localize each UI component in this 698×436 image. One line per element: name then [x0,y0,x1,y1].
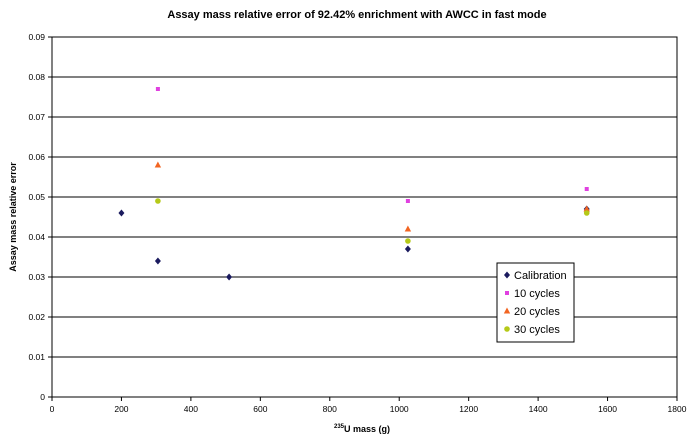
x-axis-label-superscript: 235 [334,424,345,430]
y-tick-label: 0.02 [28,312,45,322]
x-tick-label: 600 [253,404,267,414]
y-tick-label: 0.07 [28,112,45,122]
y-axis-label: Assay mass relative error [8,162,18,272]
legend: Calibration 10 cycles 20 cycles 30 cycles [496,262,575,343]
legend-box [496,262,575,343]
legend-marker [503,307,511,314]
data-point [405,199,410,203]
x-tick-label: 200 [114,404,128,414]
data-point [226,273,233,281]
legend-marker [504,271,510,279]
x-tick-label: 1200 [459,404,478,414]
gridlines [52,76,677,358]
data-point [584,187,589,191]
legend-entry-label: 10 cycles [514,288,560,300]
data-point [118,209,125,217]
chart-title: Assay mass relative error of 92.42% enri… [167,9,546,21]
x-tick-label: 400 [184,404,198,414]
y-tick-label: 0.06 [28,152,45,162]
data-point [583,210,590,216]
data-point [154,257,161,265]
x-tick-label: 800 [323,404,337,414]
y-tick-label: 0.08 [28,72,45,82]
data-point [404,245,411,253]
x-axis-label-text: U mass (g) [344,424,390,434]
data-point [155,198,161,204]
legend-entry-label: 30 cycles [514,324,560,336]
legend-marker [504,326,510,332]
data-point [155,87,160,91]
y-tick-label: 0.09 [28,32,45,42]
y-tick-label: 0.04 [28,232,45,242]
data-point [405,238,411,244]
data-point [583,205,590,212]
y-tick-label: 0.03 [28,272,45,282]
y-tick-label: 0.05 [28,192,45,202]
x-tick-label: 1400 [529,404,548,414]
x-tick-label: 1000 [390,404,409,414]
legend-marker [505,291,509,295]
x-tick-label: 0 [50,404,55,414]
x-axis-label: 235U mass (g) [334,424,390,434]
x-axis: 0 200 400 600 800 1000 1200 1400 1600 1800 [50,397,687,414]
x-tick-label: 1600 [598,404,617,414]
y-axis: 0 0.01 0.02 0.03 0.04 0.05 0.06 0.07 0.08 0.09 [28,32,52,402]
plot-area [51,36,678,398]
y-tick-label: 0.01 [28,352,45,362]
data-points [118,87,590,281]
legend-entry-label: 20 cycles [514,306,560,318]
y-tick-label: 0 [40,392,45,402]
legend-entry-label: Calibration [514,270,567,282]
data-point [154,161,162,168]
x-tick-label: 1800 [668,404,687,414]
data-point [404,225,412,232]
